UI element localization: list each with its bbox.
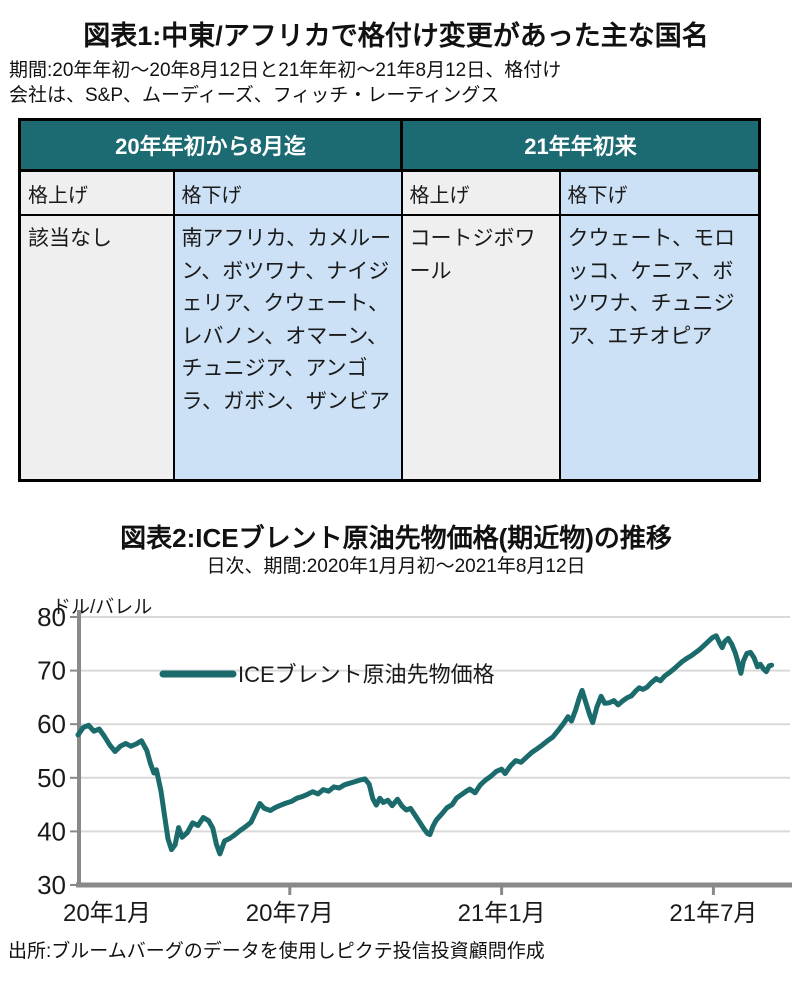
legend-label: ICEブレント原油先物価格 <box>238 662 495 687</box>
chart-gridlines <box>78 616 790 833</box>
y-tick-label-30: 30 <box>37 870 66 900</box>
figure1-subtitle-line1: 期間:20年年初〜20年8月12日と21年年初〜21年8月12日、格付け <box>9 60 562 81</box>
y-tick-label-80: 80 <box>37 608 66 632</box>
y-tick-label-50: 50 <box>37 763 66 793</box>
rating-changes-table: 20年年初から8月迄 21年年初来 格上げ 格下げ 格上げ 格下げ 該当なし 南… <box>18 118 762 482</box>
group-header-2020: 20年年初から8月迄 <box>18 118 403 172</box>
price-series-line <box>75 633 775 857</box>
cell-upgrade-2021: コートジボワール <box>400 214 561 482</box>
source-note: 出所:ブルームバーグのデータを使用しピクテ投信投資顧問作成 <box>8 941 545 962</box>
figure1-subtitle: 期間:20年年初〜20年8月12日と21年年初〜21年8月12日、格付け 会社は… <box>9 58 787 108</box>
subheader-upgrade-2020: 格上げ <box>18 169 175 216</box>
x-tick-label-18: 21年7月 <box>669 900 757 927</box>
x-tick-label-0: 20年1月 <box>63 900 151 927</box>
y-tick-label-40: 40 <box>37 816 66 846</box>
subheader-upgrade-2021: 格上げ <box>400 169 561 216</box>
subheader-downgrade-2020: 格下げ <box>172 169 403 216</box>
figure1-title: 図表1:中東/アフリカで格付け変更があった主な国名 <box>83 21 709 51</box>
figure2-subtitle: 日次、期間:2020年1月月初〜2021年8月12日 <box>206 556 586 577</box>
y-tick-label-60: 60 <box>37 709 66 739</box>
table-group-header-row: 20年年初から8月迄 21年年初来 <box>18 118 762 172</box>
cell-downgrade-2021: クウェート、モロッコ、ケニア、ボツワナ、チュニジア、エチオピア <box>558 214 761 482</box>
figure1-subtitle-line2: 会社は、S&P、ムーディーズ、フィッチ・レーティングス <box>9 85 500 107</box>
table-row: 該当なし 南アフリカ、カメルーン、ボツワナ、ナイジェリア、クウェート、レバノン、… <box>18 214 761 482</box>
table-subheader-row: 格上げ 格下げ 格上げ 格下げ <box>18 169 761 216</box>
chart-axis-labels: 30 40 50 60 70 80 20年1月 20年7月 21年1月 21年7月 <box>37 608 757 927</box>
x-tick-label-6: 20年7月 <box>246 900 334 927</box>
group-header-2021: 21年年初来 <box>399 118 762 172</box>
figure2-title: 図表2:ICEブレント原油先物価格(期近物)の推移 <box>120 523 672 553</box>
y-tick-label-70: 70 <box>37 656 66 686</box>
x-tick-label-12: 21年1月 <box>458 900 546 927</box>
cell-upgrade-2020: 該当なし <box>18 214 175 482</box>
subheader-downgrade-2021: 格下げ <box>558 169 761 216</box>
cell-downgrade-2020: 南アフリカ、カメルーン、ボツワナ、ナイジェリア、クウェート、レバノン、オマーン、… <box>172 214 403 482</box>
brent-price-line-chart: 30 40 50 60 70 80 20年1月 20年7月 21年1月 21年7月 ICEブレント… <box>37 608 792 927</box>
chart-series <box>75 633 775 857</box>
chart-legend: ICEブレント原油先物価格 <box>159 662 495 687</box>
chart-axes <box>70 610 792 895</box>
